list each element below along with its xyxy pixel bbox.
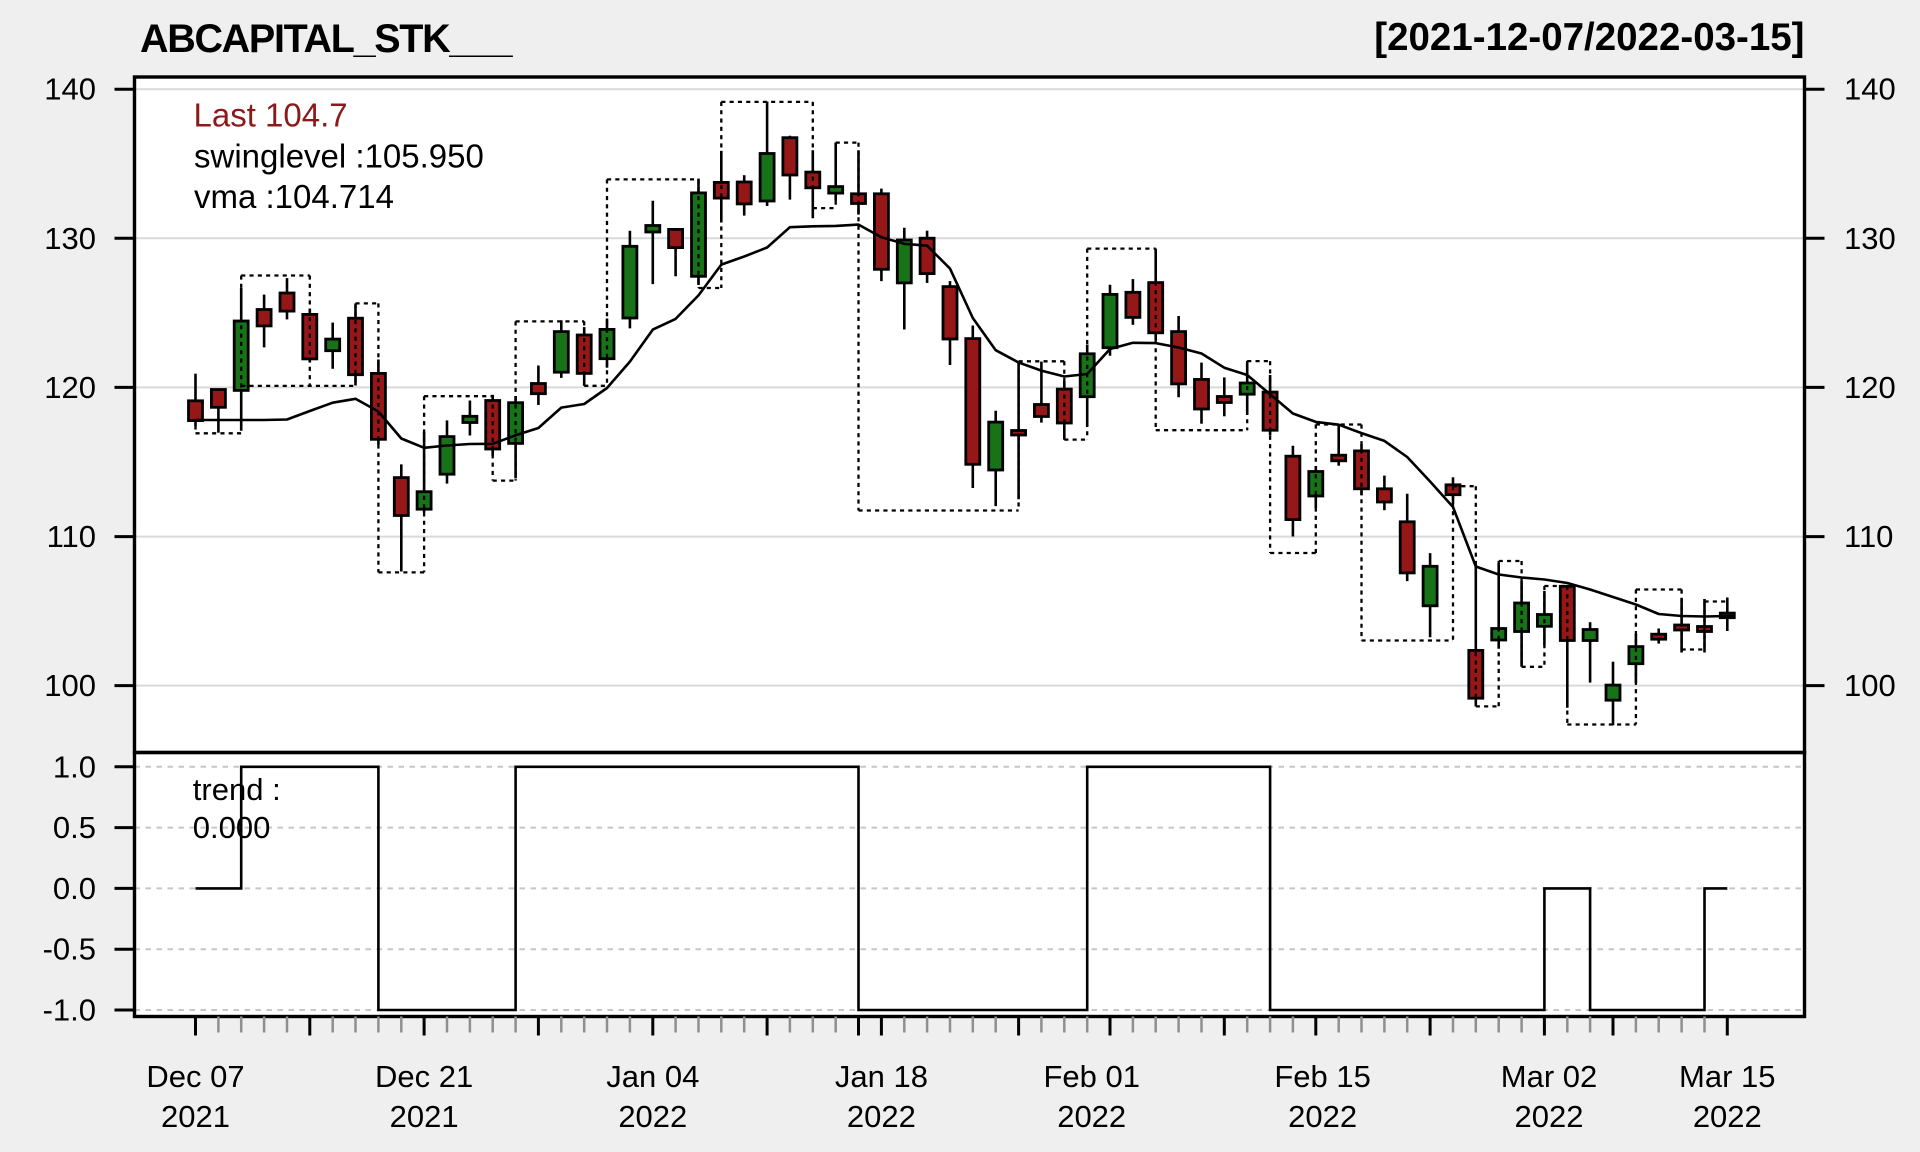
svg-text:-0.5: -0.5 (43, 932, 96, 967)
svg-text:Jan 18: Jan 18 (835, 1059, 928, 1094)
svg-text:Dec 21: Dec 21 (375, 1059, 473, 1094)
svg-text:trend :: trend : (193, 772, 281, 807)
svg-text:ABCAPITAL_STK___: ABCAPITAL_STK___ (140, 17, 514, 61)
svg-text:100: 100 (1844, 668, 1896, 703)
svg-text:2021: 2021 (390, 1099, 459, 1134)
svg-text:110: 110 (1844, 519, 1893, 554)
svg-text:Last 104.7: Last 104.7 (194, 97, 348, 134)
svg-text:110: 110 (47, 519, 96, 554)
svg-text:2022: 2022 (1288, 1099, 1357, 1134)
svg-text:100: 100 (44, 668, 96, 703)
svg-text:2022: 2022 (847, 1099, 916, 1134)
svg-text:Jan 04: Jan 04 (606, 1059, 699, 1094)
svg-text:140: 140 (44, 72, 96, 107)
svg-text:2022: 2022 (1515, 1099, 1584, 1134)
svg-text:2021: 2021 (161, 1099, 230, 1134)
svg-text:[2021-12-07/2022-03-15]: [2021-12-07/2022-03-15] (1374, 16, 1804, 59)
svg-text:-1.0: -1.0 (43, 993, 96, 1028)
svg-text:swinglevel :105.950: swinglevel :105.950 (194, 138, 484, 175)
svg-text:140: 140 (1844, 72, 1896, 107)
svg-text:Feb 01: Feb 01 (1043, 1059, 1140, 1094)
svg-text:120: 120 (1844, 370, 1896, 405)
svg-text:2022: 2022 (618, 1099, 687, 1134)
svg-text:2022: 2022 (1057, 1099, 1126, 1134)
svg-text:0.5: 0.5 (53, 810, 96, 845)
svg-text:Mar 15: Mar 15 (1679, 1059, 1775, 1094)
svg-text:0.0: 0.0 (53, 871, 96, 906)
svg-text:130: 130 (1844, 221, 1896, 256)
svg-text:1.0: 1.0 (53, 749, 96, 784)
svg-text:vma :104.714: vma :104.714 (194, 178, 394, 215)
svg-text:Dec 07: Dec 07 (146, 1059, 244, 1094)
svg-text:Feb 15: Feb 15 (1274, 1059, 1371, 1094)
svg-text:Mar 02: Mar 02 (1501, 1059, 1597, 1094)
svg-text:120: 120 (44, 370, 96, 405)
svg-text:0.000: 0.000 (193, 810, 271, 845)
svg-text:130: 130 (44, 221, 96, 256)
svg-text:2022: 2022 (1693, 1099, 1762, 1134)
